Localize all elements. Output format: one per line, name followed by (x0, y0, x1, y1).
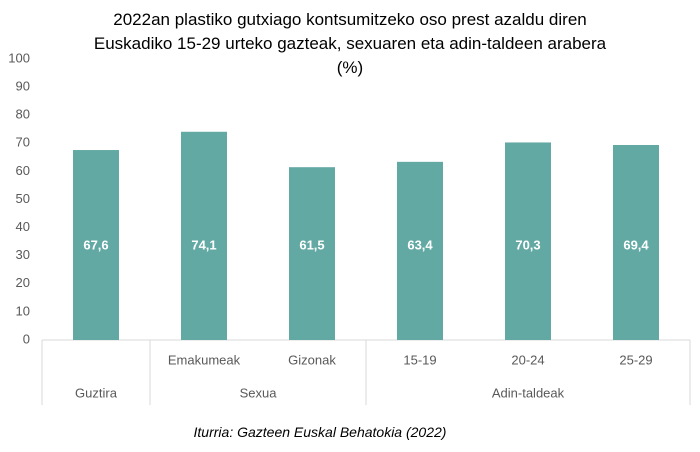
y-tick-label: 20 (16, 275, 30, 290)
x-tick-label: Gizonak (288, 352, 336, 367)
source-note: Iturria: Gazteen Euskal Behatokia (2022) (193, 424, 447, 440)
y-tick-label: 60 (16, 163, 30, 178)
y-tick-label: 70 (16, 135, 30, 150)
y-tick-label: 40 (16, 219, 30, 234)
x-tick-label: Emakumeak (168, 352, 241, 367)
group-label: Sexua (240, 385, 278, 400)
bar (505, 142, 551, 340)
value-label: 63,4 (407, 237, 433, 252)
bar (397, 161, 443, 340)
bar (289, 167, 335, 340)
bar (613, 144, 659, 340)
y-tick-label: 100 (8, 50, 30, 65)
x-tick-label: 25-29 (619, 352, 652, 367)
value-label: 69,4 (623, 237, 649, 252)
value-label: 67,6 (83, 237, 108, 252)
y-tick-label: 10 (16, 303, 30, 318)
y-tick-label: 0 (23, 331, 30, 346)
x-tick-label: 15-19 (403, 352, 436, 367)
y-tick-label: 30 (16, 247, 30, 262)
value-label: 61,5 (299, 237, 324, 252)
y-tick-label: 80 (16, 107, 30, 122)
value-label: 70,3 (515, 237, 540, 252)
bar (73, 150, 119, 340)
y-tick-label: 90 (16, 79, 30, 94)
group-label: Guztira (75, 385, 118, 400)
y-tick-label: 50 (16, 191, 30, 206)
x-tick-label: 20-24 (511, 352, 544, 367)
bar (181, 131, 227, 340)
value-label: 74,1 (191, 237, 216, 252)
group-label: Adin-taldeak (492, 385, 565, 400)
chart-title: 2022an plastiko gutxiago kontsumitzeko o… (93, 10, 607, 77)
